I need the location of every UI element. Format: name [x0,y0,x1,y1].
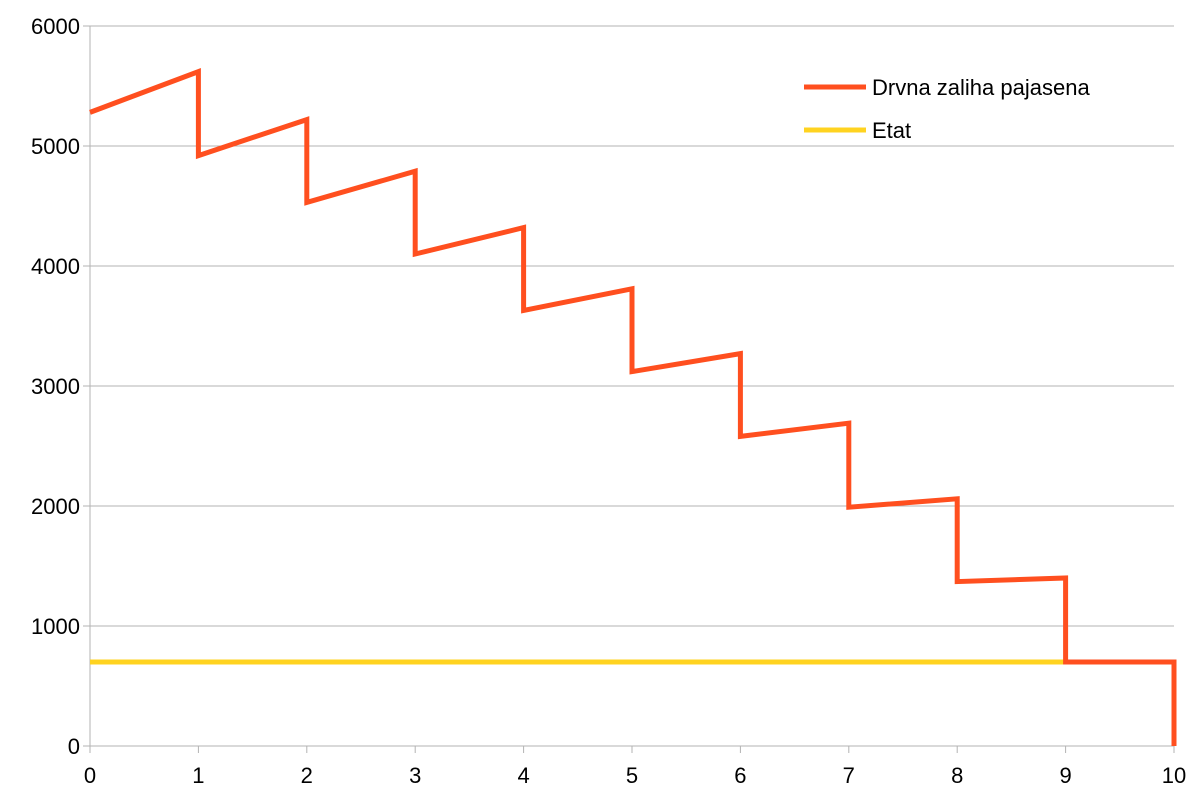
x-axis-tick-labels: 0 1 2 3 4 5 6 7 8 9 10 [84,763,1186,788]
y-axis-tick-labels: 0 1000 2000 3000 4000 5000 6000 [31,14,80,759]
legend: Drvna zaliha pajasena Etat [804,75,1090,143]
x-tick-label: 9 [1059,763,1071,788]
x-tick-label: 5 [626,763,638,788]
y-tick-label: 5000 [31,134,80,159]
series-line-0 [89,67,1177,746]
x-tick-label: 2 [301,763,313,788]
legend-label: Etat [872,118,911,143]
legend-label: Drvna zaliha pajasena [872,75,1090,100]
x-tick-label: 4 [517,763,529,788]
x-tick-label: 10 [1162,763,1186,788]
y-tick-label: 2000 [31,494,80,519]
y-tick-label: 0 [68,734,80,759]
series-lines [89,67,1177,746]
y-tick-label: 3000 [31,374,80,399]
x-tick-label: 1 [192,763,204,788]
x-tick-label: 3 [409,763,421,788]
y-tick-label: 1000 [31,614,80,639]
gridlines [90,25,1174,627]
x-tick-label: 0 [84,763,96,788]
x-tick-label: 7 [843,763,855,788]
axes [83,25,1175,753]
x-tick-label: 8 [951,763,963,788]
y-tick-label: 4000 [31,254,80,279]
x-tick-label: 6 [734,763,746,788]
y-tick-label: 6000 [31,14,80,39]
